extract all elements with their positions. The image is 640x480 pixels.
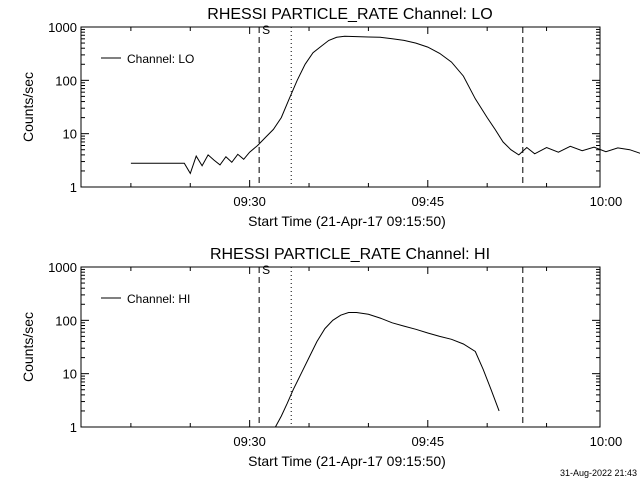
- panel-lo-y-axis: 1 10 100 1000: [48, 20, 600, 195]
- panel-lo-time-markers: SFE: [258, 23, 524, 187]
- panel-hi: RHESSI PARTICLE_RATE Channel: HI SFE 1 10…: [20, 246, 623, 469]
- panel-hi-y-tick-label: 10: [63, 367, 77, 382]
- panel-hi-x-tick-label: 09:45: [412, 434, 445, 449]
- panel-hi-marker-label: S: [262, 263, 270, 277]
- panel-hi-x-axis-label: Start Time (21-Apr-17 09:15:50): [248, 453, 446, 469]
- panel-lo-y-tick-label: 1000: [48, 20, 77, 35]
- panel-lo-plot-frame: [80, 26, 601, 188]
- panel-lo-title: RHESSI PARTICLE_RATE Channel: LO: [207, 6, 492, 23]
- panel-hi-x-tick-label: 10:00: [590, 434, 623, 449]
- panel-hi-legend-label: Channel: HI: [127, 292, 190, 306]
- panel-lo-x-tick-label: 09:30: [233, 194, 266, 209]
- panel-hi-title: RHESSI PARTICLE_RATE Channel: HI: [210, 246, 490, 263]
- panel-lo: RHESSI PARTICLE_RATE Channel: LO SFE 1 10…: [20, 6, 640, 229]
- panel-hi-y-tick-label: 100: [55, 313, 77, 328]
- panel-hi-y-axis-label: Counts/sec: [20, 312, 36, 382]
- panel-lo-marker-label: S: [262, 23, 270, 37]
- panel-hi-y-axis: 1 10 100 1000: [48, 260, 600, 435]
- panel-lo-x-axis-label: Start Time (21-Apr-17 09:15:50): [248, 213, 446, 229]
- panel-hi-y-tick-label: 1: [70, 420, 77, 435]
- panel-lo-legend-label: Channel: LO: [127, 52, 194, 66]
- panel-lo-y-axis-label: Counts/sec: [20, 72, 36, 142]
- panel-hi-y-tick-label: 1000: [48, 260, 77, 275]
- panel-lo-series-line: [130, 35, 640, 175]
- panel-hi-x-tick-label: 09:30: [233, 434, 266, 449]
- panel-hi-plot-frame: [80, 266, 601, 428]
- panel-lo-y-tick-label: 100: [55, 73, 77, 88]
- panel-lo-x-tick-label: 09:45: [412, 194, 445, 209]
- panel-hi-time-markers: SFE: [258, 263, 524, 427]
- panel-hi-series-line: [274, 312, 500, 428]
- panel-lo-x-tick-label: 10:00: [590, 194, 623, 209]
- generation-timestamp: 31-Aug-2022 21:43: [560, 468, 637, 478]
- panel-lo-y-tick-label: 10: [63, 127, 77, 142]
- panel-lo-y-tick-label: 1: [70, 180, 77, 195]
